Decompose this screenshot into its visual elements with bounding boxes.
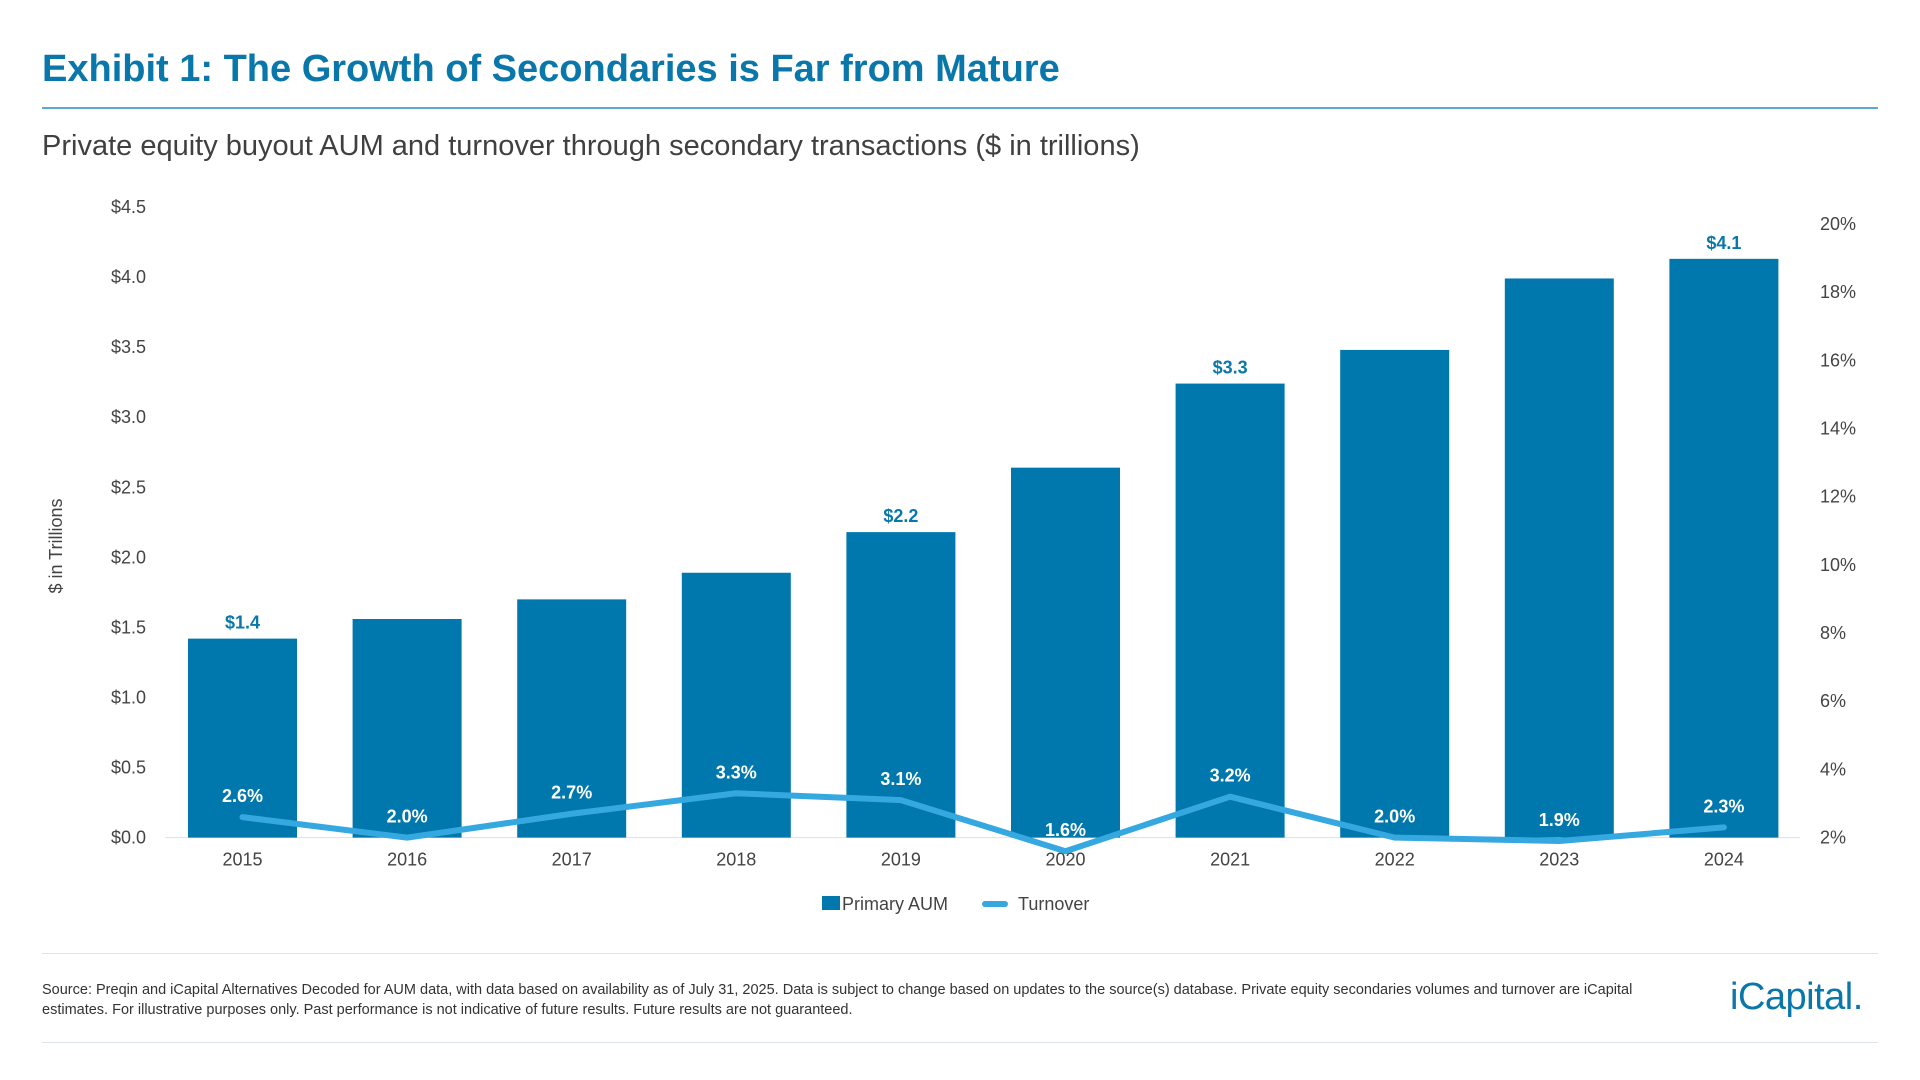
y2-tick-label: 20%: [1820, 214, 1856, 234]
y2-tick-label: 18%: [1820, 282, 1856, 302]
line-data-label: 2.7%: [551, 783, 592, 803]
y-tick-label: $2.5: [111, 477, 146, 497]
line-data-label: 2.6%: [222, 786, 263, 806]
chart-subtitle: Private equity buyout AUM and turnover t…: [42, 130, 1140, 162]
footer-divider-bottom: [42, 1042, 1878, 1043]
y-axis-label: $ in Trillions: [46, 498, 66, 593]
y2-tick-label: 2%: [1820, 828, 1846, 848]
legend-label-turnover: Turnover: [1018, 894, 1089, 914]
title-divider: [42, 107, 1878, 109]
source-footnote: Source: Preqin and iCapital Alternatives…: [42, 982, 1633, 1018]
y-tick-label: $0.0: [111, 828, 146, 848]
y2-tick-label: 8%: [1820, 623, 1846, 643]
bar-2015: [188, 638, 297, 838]
icapital-logo: iCapital.: [1730, 976, 1863, 1019]
y-tick-label: $4.5: [111, 197, 146, 217]
x-tick-label: 2022: [1375, 850, 1415, 870]
y2-tick-label: 16%: [1820, 350, 1856, 370]
y2-tick-label: 6%: [1820, 691, 1846, 711]
bar-2019: [846, 532, 956, 838]
y-tick-label: $3.0: [111, 407, 146, 427]
turnover-line: [239, 790, 1727, 855]
x-tick-label: 2016: [387, 850, 427, 870]
bar-2020: [1011, 467, 1120, 838]
chart-title: Exhibit 1: The Growth of Secondaries is …: [42, 48, 1060, 90]
bar-2024: [1669, 258, 1779, 838]
bar-2016: [352, 618, 462, 838]
footer-divider-top: [42, 953, 1878, 954]
y-tick-label: $2.0: [111, 547, 146, 567]
line-data-label: 3.2%: [1210, 766, 1251, 786]
x-tick-label: 2023: [1539, 850, 1579, 870]
line-data-label: 2.0%: [1374, 807, 1415, 827]
bar-2022: [1340, 349, 1450, 838]
y-tick-label: $4.0: [111, 267, 146, 287]
y-tick-label: $0.5: [111, 758, 146, 778]
y-tick-label: $3.5: [111, 337, 146, 357]
x-tick-label: 2017: [552, 850, 592, 870]
y-tick-label: $1.5: [111, 617, 146, 637]
bar-2017: [517, 599, 627, 838]
x-tick-label: 2020: [1045, 850, 1085, 870]
bar-data-label: $2.2: [883, 506, 918, 526]
bar-2021: [1175, 383, 1285, 838]
x-tick-label: 2024: [1704, 850, 1744, 870]
y2-tick-label: 12%: [1820, 487, 1856, 507]
line-data-label: 3.3%: [716, 762, 757, 782]
legend-label-primary-aum: Primary AUM: [842, 894, 948, 914]
bar-data-label: $1.4: [225, 613, 260, 633]
line-data-label: 1.6%: [1045, 820, 1086, 840]
x-tick-label: 2019: [881, 850, 921, 870]
legend-swatch-primary-aum: [822, 896, 840, 910]
x-tick-label: 2015: [222, 850, 262, 870]
x-tick-label: 2021: [1210, 850, 1250, 870]
line-data-label: 1.9%: [1539, 810, 1580, 830]
y2-tick-label: 4%: [1820, 759, 1846, 779]
x-tick-label: 2018: [716, 850, 756, 870]
y2-tick-label: 14%: [1820, 419, 1856, 439]
line-data-label: 2.3%: [1703, 796, 1744, 816]
y-tick-label: $1.0: [111, 687, 146, 707]
line-data-label: 2.0%: [387, 807, 428, 827]
bar-data-label: $4.1: [1706, 233, 1741, 253]
logo-text: iCapital.: [1730, 976, 1863, 1018]
bar-2023: [1504, 278, 1614, 838]
bar-data-label: $3.3: [1213, 358, 1248, 378]
line-data-label: 3.1%: [880, 769, 921, 789]
y2-tick-label: 10%: [1820, 555, 1856, 575]
